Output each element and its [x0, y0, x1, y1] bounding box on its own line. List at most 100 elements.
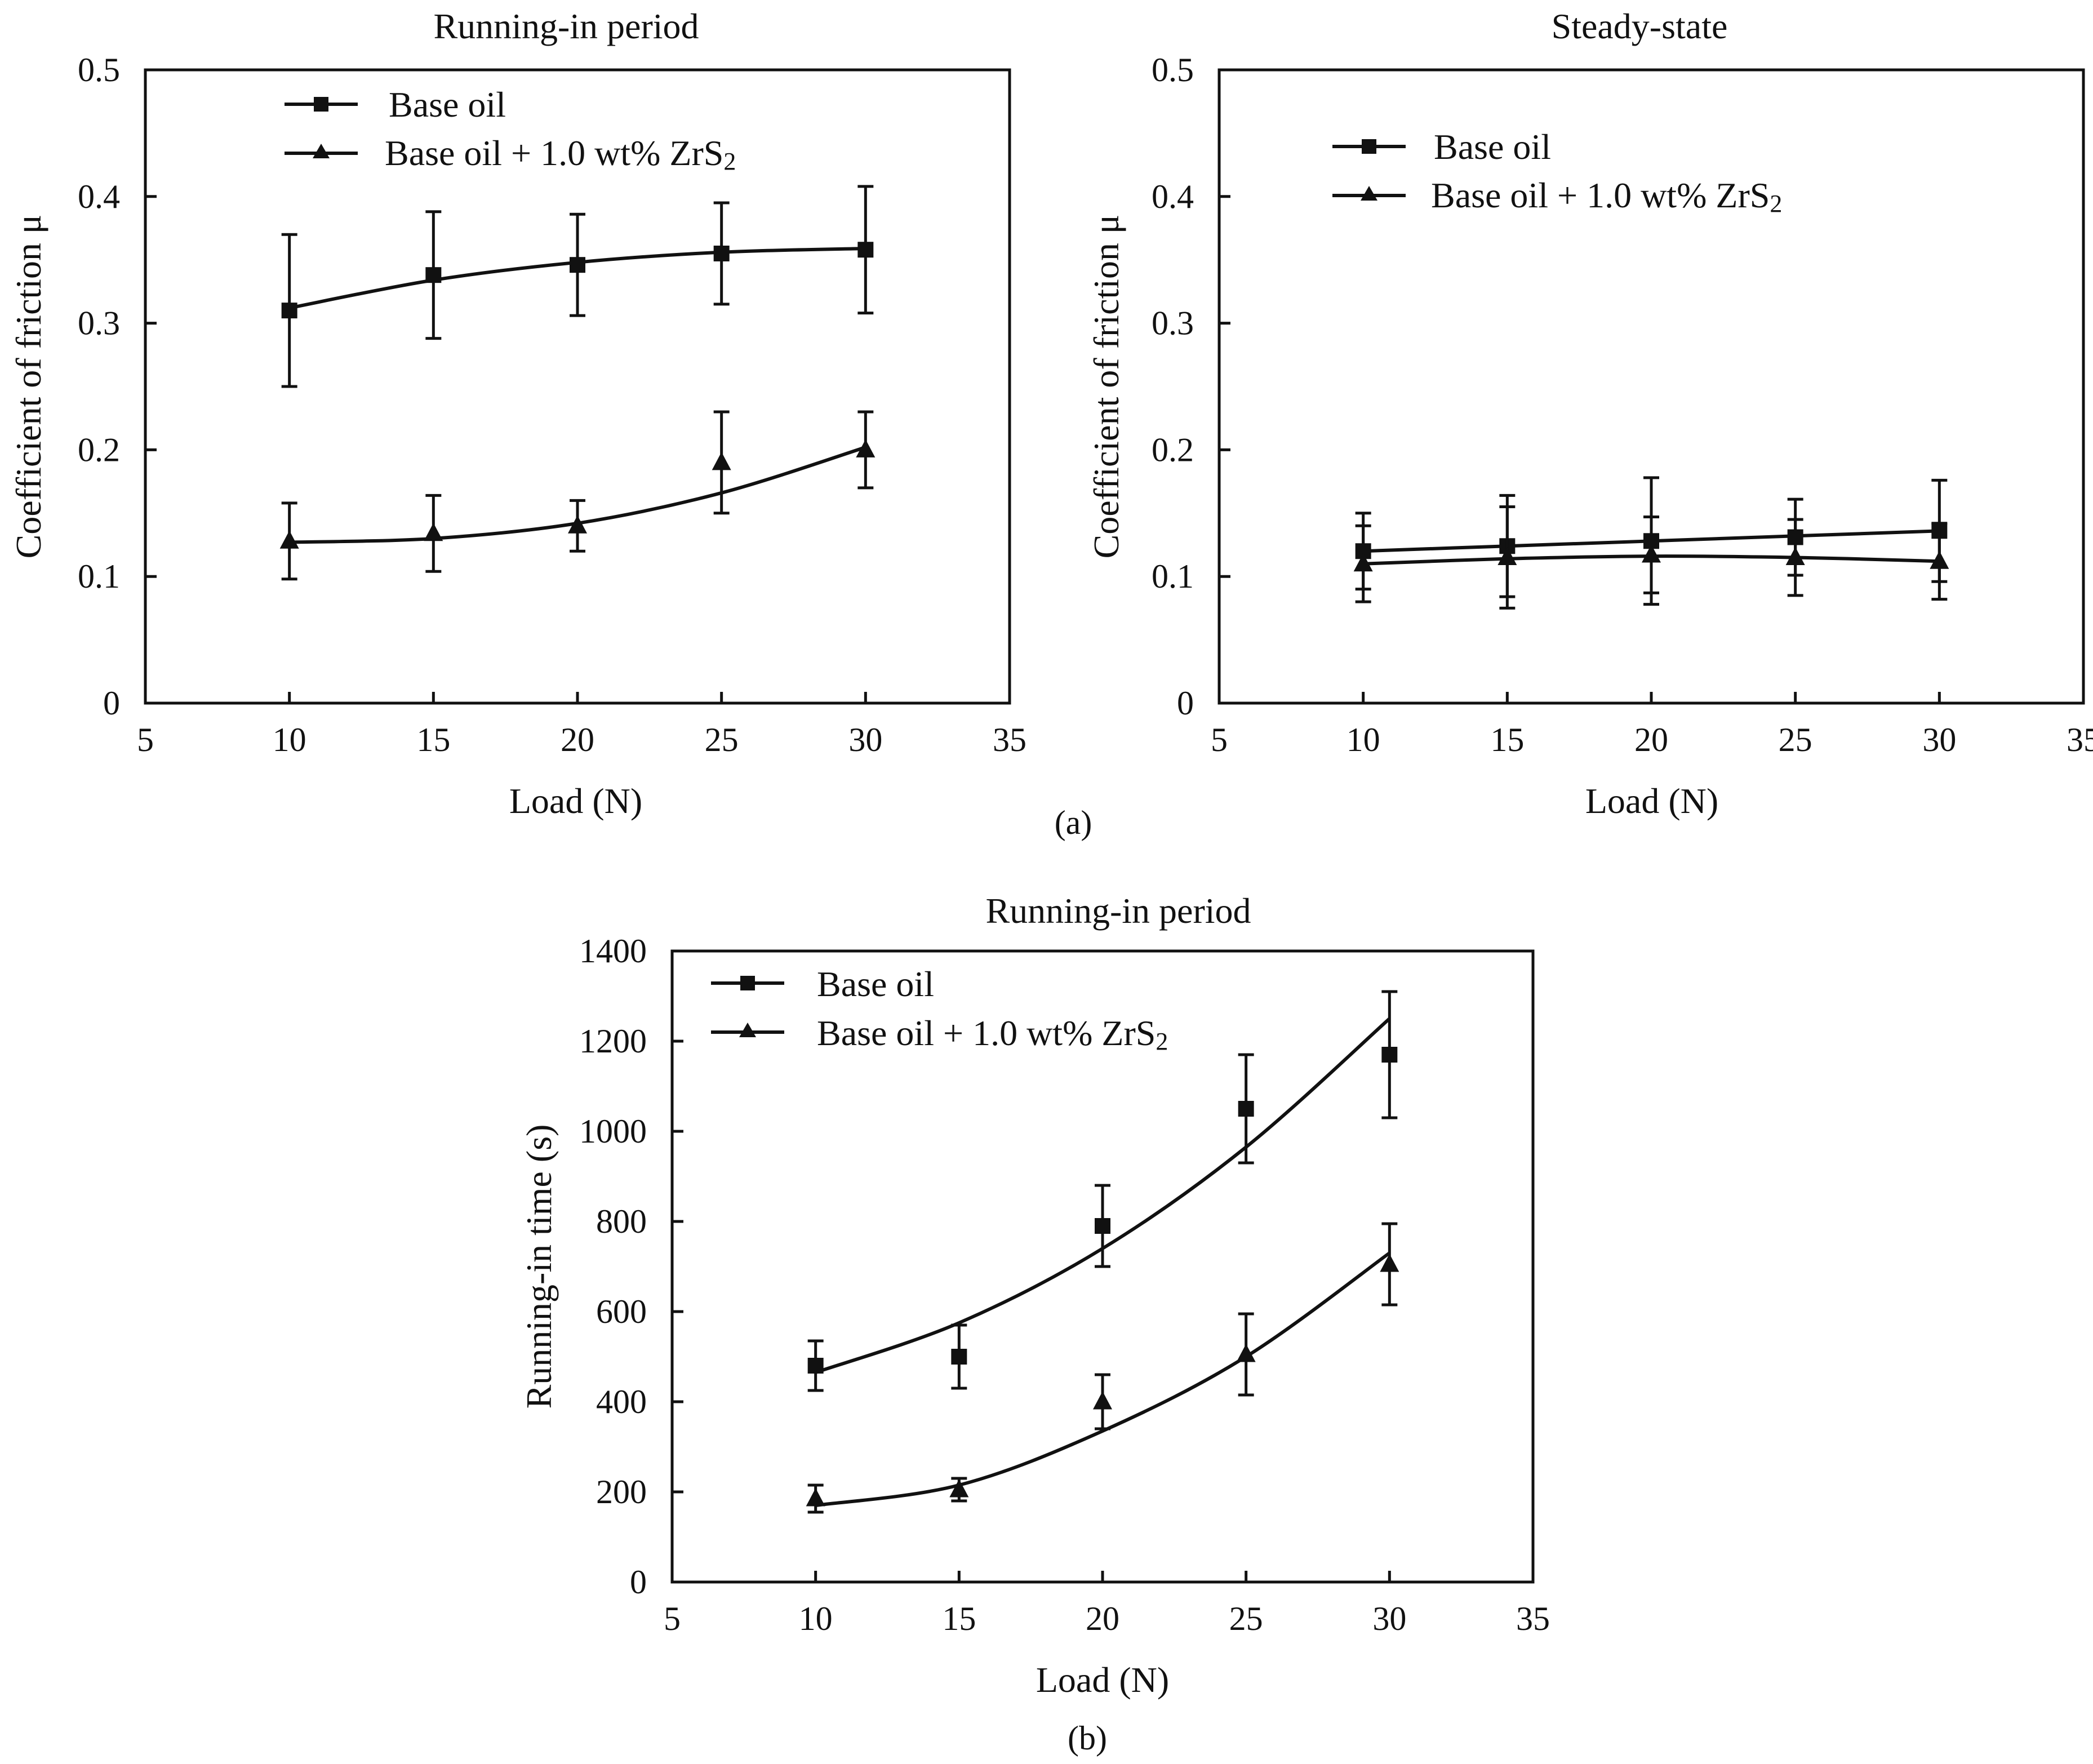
chart-b-xlabel: Load (N) — [1036, 1660, 1169, 1700]
y-tick-label: 600 — [596, 1293, 647, 1330]
chart-a1-xlabel: Load (N) — [509, 781, 642, 821]
chart-a2-legend: Base oil Base oil + 1.0 wt% ZrS2 — [1332, 127, 1782, 217]
y-tick-label: 0 — [103, 685, 120, 722]
chart-a2-ylabel: Coefficient of friction μ — [1086, 215, 1126, 559]
data-point-triangle — [712, 452, 731, 470]
y-tick-label: 0.4 — [78, 178, 120, 215]
y-tick-label: 1400 — [579, 932, 647, 970]
series-base-oil — [281, 185, 874, 388]
x-tick-label: 20 — [561, 721, 594, 758]
chart-a1-title: Running-in period — [433, 6, 699, 46]
y-tick-label: 200 — [596, 1473, 647, 1510]
chart-a2-title: Steady-state — [1552, 6, 1728, 46]
chart-a2-xlabel: Load (N) — [1585, 781, 1718, 821]
chart-b-legend-label: Base oil + 1.0 wt% ZrS2 — [817, 1013, 1168, 1055]
x-tick-label: 5 — [664, 1600, 681, 1637]
y-tick-label: 0.2 — [1152, 431, 1194, 468]
x-tick-label: 15 — [416, 721, 450, 758]
data-point-square — [425, 267, 442, 283]
x-tick-label: 15 — [942, 1600, 976, 1637]
y-tick-label: 0.5 — [1152, 51, 1194, 88]
panel-label-a: (a) — [1055, 804, 1092, 841]
data-point-square — [570, 257, 585, 273]
chart-b-legend-label: Base oil — [817, 964, 934, 1004]
data-point-triangle — [1642, 544, 1661, 563]
y-tick-label: 1200 — [579, 1023, 647, 1060]
chart-b: Running-in period 5 10 15 20 25 30 35 0 200 400 6… — [519, 891, 1550, 1700]
legend-triangle-marker — [739, 1023, 756, 1037]
data-point-triangle — [424, 523, 443, 541]
x-tick-label: 30 — [848, 721, 882, 758]
x-tick-label: 20 — [1634, 721, 1668, 758]
y-tick-label: 0.4 — [1152, 178, 1194, 215]
x-tick-label: 35 — [2067, 721, 2093, 758]
x-tick-label: 30 — [1372, 1600, 1406, 1637]
data-point-triangle — [806, 1488, 825, 1507]
y-tick-label: 0.2 — [78, 431, 120, 468]
fit-curve — [815, 1251, 1391, 1507]
chart-a2-legend-label: Base oil + 1.0 wt% ZrS2 — [1431, 175, 1782, 217]
chart-a1-legend-label: Base oil + 1.0 wt% ZrS2 — [385, 133, 736, 175]
chart-b-legend: Base oil Base oil + 1.0 wt% ZrS2 — [711, 964, 1168, 1055]
x-tick-label: 25 — [1779, 721, 1812, 758]
data-point-triangle — [949, 1479, 969, 1498]
x-tick-label: 5 — [137, 721, 154, 758]
y-tick-label: 0.1 — [78, 558, 120, 595]
y-tick-label: 0.1 — [1152, 558, 1194, 595]
chart-b-ylabel: Running-in time (s) — [519, 1125, 559, 1409]
data-point-square — [951, 1349, 967, 1365]
data-point-triangle — [1093, 1391, 1112, 1410]
data-point-triangle — [1236, 1344, 1256, 1362]
data-point-square — [1238, 1101, 1254, 1117]
series-zrs2 — [1353, 505, 1949, 610]
series-zrs2 — [806, 1222, 1399, 1514]
chart-a1-legend-label: Base oil — [389, 85, 506, 125]
x-tick-label: 5 — [1211, 721, 1228, 758]
data-point-square — [857, 242, 874, 258]
data-point-square — [281, 303, 297, 319]
chart-a2: Steady-state 5 10 15 20 25 30 35 0 0.1 0.2 0.3 0.4… — [1086, 6, 2093, 821]
legend-square-marker — [1362, 139, 1376, 154]
chart-b-title: Running-in period — [985, 891, 1251, 931]
series-base-oil — [807, 990, 1398, 1392]
data-point-triangle — [1785, 546, 1805, 565]
x-tick-label: 35 — [1516, 1600, 1550, 1637]
panel-label-b: (b) — [1068, 1719, 1107, 1757]
x-tick-label: 10 — [273, 721, 306, 758]
data-point-triangle — [568, 515, 587, 534]
chart-a2-frame — [1217, 68, 2085, 705]
x-tick-label: 30 — [1922, 721, 1956, 758]
legend-square-marker — [740, 976, 755, 990]
data-point-triangle — [279, 530, 299, 549]
chart-a2-legend-label: Base oil — [1434, 127, 1551, 167]
y-tick-label: 0.3 — [1152, 305, 1194, 342]
series-zrs2 — [279, 410, 876, 581]
y-tick-label: 0 — [1177, 685, 1194, 722]
data-point-square — [713, 245, 730, 261]
y-tick-label: 1000 — [579, 1113, 647, 1150]
fit-curve — [815, 1017, 1391, 1374]
data-point-triangle — [1930, 550, 1949, 569]
x-tick-label: 25 — [1229, 1600, 1263, 1637]
legend-triangle-marker — [1361, 186, 1377, 201]
legend-triangle-marker — [313, 144, 330, 158]
data-point-triangle — [1497, 546, 1517, 565]
data-point-square — [1095, 1218, 1110, 1234]
data-point-triangle — [856, 439, 876, 457]
data-point-triangle — [1380, 1254, 1399, 1272]
x-tick-label: 35 — [993, 721, 1026, 758]
data-point-square — [1381, 1047, 1398, 1063]
data-point-square — [807, 1358, 824, 1374]
x-tick-label: 15 — [1490, 721, 1524, 758]
data-point-triangle — [1353, 553, 1373, 572]
x-tick-label: 20 — [1086, 1600, 1119, 1637]
chart-a1: Running-in period 5 10 15 20 25 30 35 0 0.1 0.2 0… — [8, 6, 1026, 821]
legend-square-marker — [314, 97, 328, 112]
y-tick-label: 0.3 — [78, 305, 120, 342]
y-tick-label: 400 — [596, 1383, 647, 1420]
y-tick-label: 0.5 — [78, 51, 120, 88]
x-tick-label: 25 — [705, 721, 739, 758]
x-tick-label: 10 — [1347, 721, 1380, 758]
y-tick-label: 800 — [596, 1203, 647, 1240]
